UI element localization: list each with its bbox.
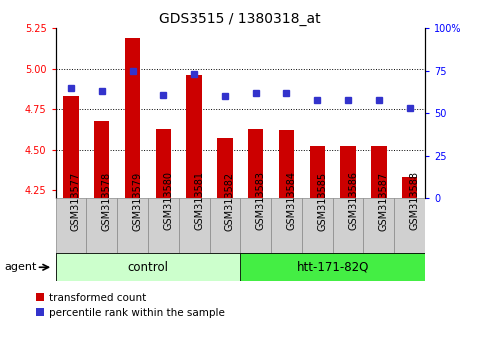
Text: GSM313578: GSM313578: [102, 171, 112, 230]
Text: GSM313581: GSM313581: [194, 171, 204, 230]
Bar: [310, 147, 325, 198]
Bar: [371, 147, 386, 198]
Text: control: control: [128, 261, 169, 274]
Bar: [125, 38, 140, 198]
Bar: [240, 198, 271, 253]
Bar: [341, 147, 356, 198]
Bar: [240, 253, 425, 281]
Bar: [86, 198, 117, 253]
Text: GSM313587: GSM313587: [379, 171, 389, 230]
Text: GSM313586: GSM313586: [348, 171, 358, 230]
Bar: [364, 198, 394, 253]
Bar: [94, 121, 110, 198]
Bar: [394, 198, 425, 253]
Bar: [117, 198, 148, 253]
Text: htt-171-82Q: htt-171-82Q: [297, 261, 369, 274]
Text: GSM313580: GSM313580: [163, 171, 173, 230]
Bar: [179, 198, 210, 253]
Title: GDS3515 / 1380318_at: GDS3515 / 1380318_at: [159, 12, 321, 26]
Text: GSM313577: GSM313577: [71, 171, 81, 230]
Bar: [271, 198, 302, 253]
Bar: [186, 75, 202, 198]
Bar: [63, 96, 79, 198]
Bar: [302, 198, 333, 253]
Bar: [210, 198, 240, 253]
Text: agent: agent: [5, 262, 37, 272]
Bar: [148, 198, 179, 253]
Text: GSM313583: GSM313583: [256, 171, 266, 230]
Bar: [156, 129, 171, 198]
Text: GSM313582: GSM313582: [225, 171, 235, 230]
Text: GSM313579: GSM313579: [132, 171, 142, 230]
Text: GSM313584: GSM313584: [286, 171, 297, 230]
Bar: [217, 138, 233, 198]
Text: GSM313588: GSM313588: [410, 171, 420, 230]
Legend: transformed count, percentile rank within the sample: transformed count, percentile rank withi…: [31, 289, 229, 322]
Bar: [279, 130, 294, 198]
Text: GSM313585: GSM313585: [317, 171, 327, 230]
Bar: [56, 253, 241, 281]
Bar: [248, 129, 263, 198]
Bar: [402, 177, 417, 198]
Bar: [56, 198, 86, 253]
Bar: [333, 198, 364, 253]
